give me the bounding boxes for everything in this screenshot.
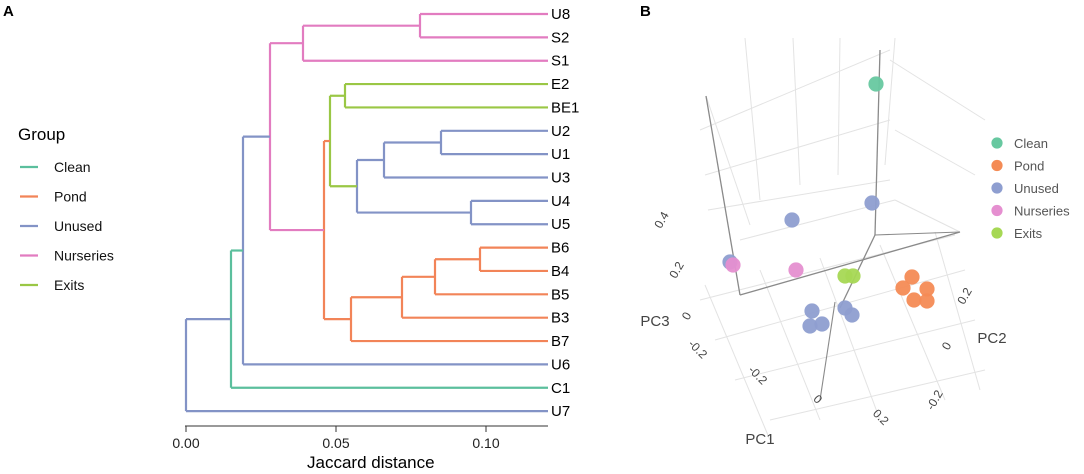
grid-floor-a-3 [879, 244, 946, 401]
x-tick-label: 0.05 [322, 435, 349, 451]
grid-back-4 [884, 37, 896, 166]
grid-back-1 [744, 37, 761, 201]
legend-label-pond: Pond [54, 189, 87, 205]
leaf-label-be1: BE1 [551, 99, 579, 116]
pc1-axis-title: PC1 [745, 431, 774, 448]
point-unused-7 [864, 195, 880, 211]
point-pond-5 [919, 293, 935, 309]
pca-legend-label-exits: Exits [1014, 226, 1043, 241]
grid-wall-1 [704, 119, 891, 176]
pc3-axis-title: PC3 [640, 313, 669, 330]
pca-legend-label-pond: Pond [1014, 159, 1044, 174]
point-nurseries-15 [788, 262, 804, 278]
point-pond-1 [904, 269, 920, 285]
x-axis: 0.00 0.05 0.10 [172, 425, 548, 451]
panel-label-a: A [3, 3, 14, 20]
dendrogram [184, 12, 548, 413]
grid-floor-a-2 [819, 257, 881, 421]
pc3-tick-0: 0 [679, 309, 695, 322]
grid-floor-a-0 [704, 284, 771, 441]
point-exits-17 [845, 268, 861, 284]
grid-floor-b-1 [734, 319, 976, 381]
pca-points [722, 76, 935, 334]
leaf-label-e2: E2 [551, 76, 569, 93]
pc3-tick-2: 0.4 [651, 209, 672, 231]
leaf-label-u7: U7 [551, 403, 570, 420]
pca-3d-grid [699, 37, 986, 441]
panel-label-b: B [640, 3, 651, 20]
leaf-label-b3: B3 [551, 310, 569, 327]
pca-legend: Clean Pond Unused Nurseries Exits [991, 136, 1070, 241]
leaf-label-u3: U3 [551, 170, 570, 187]
leaf-label-u6: U6 [551, 356, 570, 373]
pc1-tick-2: 0.2 [870, 406, 892, 428]
pca-legend-label-clean: Clean [1014, 136, 1048, 151]
pc1-tick-0: -0.2 [686, 337, 711, 362]
point-unused-13 [814, 316, 830, 332]
point-pond-2 [895, 280, 911, 296]
leaf-label-u8: U8 [551, 6, 570, 23]
point-unused-9 [804, 303, 820, 319]
pc2-tick-0: 0.2 [954, 285, 975, 307]
leaf-label-s1: S1 [551, 53, 569, 70]
grid-wall-2 [707, 179, 891, 211]
leaf-label-u1: U1 [551, 146, 570, 163]
legend-label-exits: Exits [54, 277, 84, 293]
leaf-label-b6: B6 [551, 240, 569, 257]
leaf-label-b5: B5 [551, 286, 569, 303]
pca-3d-panel: B 0 0.2 0.4 PC3 0.2 0 -0.2 PC2 -0.2 -0.2 0 0.2 PC1 C… [640, 3, 1070, 448]
grid-back-2 [792, 37, 801, 186]
point-nurseries-14 [725, 257, 741, 273]
leaf-label-b4: B4 [551, 263, 569, 280]
pca-legend-swatch-pond [991, 159, 1003, 172]
pc3-tick-1: 0.2 [666, 259, 687, 281]
axis-edge-pc2 [739, 231, 961, 296]
leaf-label-u5: U5 [551, 216, 570, 233]
pca-legend-swatch-clean [991, 137, 1003, 149]
grid-floor-b-2 [769, 369, 986, 421]
legend-label-nurseries: Nurseries [54, 248, 114, 264]
legend-title: Group [18, 125, 65, 144]
leaf-label-c1: C1 [551, 380, 570, 397]
grid-wall-0 [699, 49, 891, 131]
axis-edge-back [874, 231, 961, 236]
group-legend: Clean Pond Unused Nurseries Exits [20, 159, 114, 293]
point-unused-12 [802, 318, 818, 334]
grid-side-1 [894, 129, 976, 176]
point-pond-4 [906, 292, 922, 308]
pca-legend-swatch-nurseries [991, 204, 1003, 217]
grid-floor-a-4 [934, 231, 981, 391]
legend-label-clean: Clean [54, 159, 91, 175]
x-tick-label: 0.00 [172, 435, 199, 451]
grid-side-2 [889, 59, 986, 121]
pc2-tick-1: 0 [939, 339, 955, 352]
pc1-tick-1: 0 [811, 392, 826, 407]
leaf-label-s2: S2 [551, 29, 569, 46]
pc2-tick-2: -0.2 [923, 387, 946, 412]
grid-side-0 [894, 199, 961, 233]
point-pond-3 [919, 281, 935, 297]
pca-legend-swatch-unused [991, 182, 1003, 194]
x-tick-label: 0.10 [472, 435, 499, 451]
point-unused-11 [844, 307, 860, 323]
grid-back-3 [837, 37, 841, 176]
pc2-axis-title: PC2 [977, 330, 1006, 347]
dendrogram-panel: A Group Clean Pond Unused Nurseries Exits U8… [3, 3, 579, 472]
leaf-label-b7: B7 [551, 333, 569, 350]
x-axis-title: Jaccard distance [307, 453, 435, 472]
point-unused-6 [784, 212, 800, 228]
pc1-tick-0b: -0.2 [746, 363, 771, 388]
leaf-label-u4: U4 [551, 193, 570, 210]
leaf-labels: U8 S2 S1 E2 BE1 U2 U1 U3 U4 U5 B6 B4 B5 B3 B7 U6 C1 U7 [551, 6, 579, 420]
pca-legend-label-nurseries: Nurseries [1014, 204, 1070, 219]
legend-label-unused: Unused [54, 218, 102, 234]
axis-edge-front [819, 301, 836, 401]
grid-back-0 [705, 95, 751, 226]
grid-floor-a-1 [759, 269, 821, 421]
pca-legend-label-unused: Unused [1014, 181, 1059, 196]
leaf-label-u2: U2 [551, 123, 570, 140]
pca-legend-swatch-exits [991, 227, 1003, 239]
point-clean-0 [868, 76, 884, 92]
